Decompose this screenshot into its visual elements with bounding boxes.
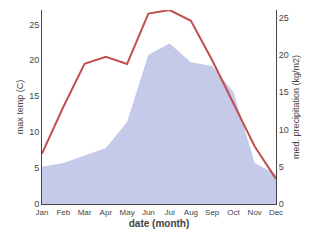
svg-text:10: 10 (29, 127, 39, 137)
svg-text:Jan: Jan (36, 208, 49, 217)
svg-text:15: 15 (279, 87, 289, 97)
svg-text:Oct: Oct (227, 208, 240, 217)
svg-text:Apr: Apr (100, 208, 113, 217)
svg-text:May: May (120, 208, 135, 217)
svg-text:10: 10 (279, 125, 289, 135)
svg-text:0: 0 (34, 199, 39, 209)
svg-text:20: 20 (29, 55, 39, 65)
svg-text:med. precipitation (kg/m2): med. precipitation (kg/m2) (291, 55, 301, 159)
svg-text:Feb: Feb (56, 208, 70, 217)
svg-text:5: 5 (279, 162, 284, 172)
svg-text:0: 0 (279, 199, 284, 209)
svg-text:Jul: Jul (165, 208, 175, 217)
svg-text:Jun: Jun (142, 208, 155, 217)
svg-text:Nov: Nov (248, 208, 262, 217)
svg-text:5: 5 (34, 163, 39, 173)
svg-text:25: 25 (279, 13, 289, 23)
svg-text:Aug: Aug (184, 208, 198, 217)
svg-text:Sep: Sep (205, 208, 220, 217)
svg-text:Dec: Dec (269, 208, 283, 217)
svg-text:Mar: Mar (78, 208, 92, 217)
svg-text:15: 15 (29, 91, 39, 101)
svg-text:date (month): date (month) (129, 218, 190, 229)
svg-text:20: 20 (279, 50, 289, 60)
svg-text:max temp (C): max temp (C) (15, 80, 25, 135)
svg-text:25: 25 (29, 20, 39, 30)
